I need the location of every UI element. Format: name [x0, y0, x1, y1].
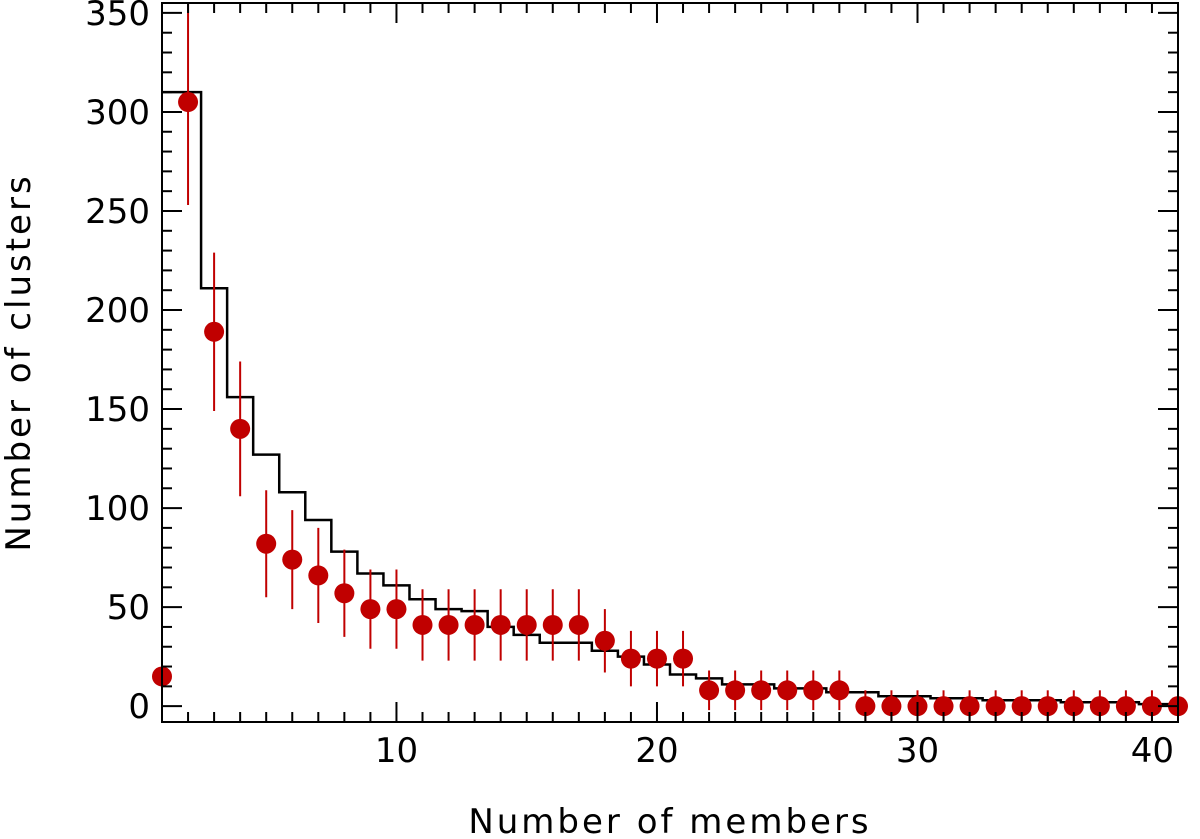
data-point	[360, 599, 381, 620]
histogram-layer	[162, 90, 1178, 706]
data-point	[568, 614, 589, 635]
data-point	[412, 614, 433, 635]
data-point	[959, 696, 980, 717]
tick-layer	[161, 3, 1179, 722]
data-point	[334, 583, 355, 604]
data-point	[933, 696, 954, 717]
data-point	[1063, 696, 1084, 717]
data-point	[1011, 696, 1032, 717]
data-point	[699, 680, 720, 701]
data-point	[386, 599, 407, 620]
data-point	[1115, 696, 1136, 717]
data-point	[1089, 696, 1110, 717]
data-point	[803, 680, 824, 701]
data-point	[594, 630, 615, 651]
data-point	[230, 418, 251, 439]
plot-frame	[161, 2, 1179, 723]
x-tick-label: 20	[635, 731, 678, 771]
y-tick-label: 50	[107, 588, 150, 628]
data-point	[881, 696, 902, 717]
y-tick-label: 0	[128, 687, 150, 727]
y-tick-label: 250	[85, 192, 150, 232]
data-point	[438, 614, 459, 635]
data-point	[542, 614, 563, 635]
data-point	[725, 680, 746, 701]
y-axis-title: Number of clusters	[0, 173, 39, 551]
data-point	[256, 533, 277, 554]
x-tick-label: 40	[1131, 731, 1174, 771]
data-point	[829, 680, 850, 701]
data-point	[1037, 696, 1058, 717]
y-tick-labels: 0 50 100 150 200 250 300 350	[85, 0, 150, 727]
error-bar-layer	[161, 3, 1179, 722]
y-tick-label: 100	[85, 489, 150, 529]
data-point	[308, 565, 329, 586]
data-point	[516, 614, 537, 635]
y-tick-label: 300	[85, 93, 150, 133]
histogram-step-line	[162, 90, 1178, 706]
y-tick-label: 350	[85, 0, 150, 34]
data-point	[646, 648, 667, 669]
data-point	[777, 680, 798, 701]
data-point	[178, 92, 199, 113]
data-point-layer	[152, 92, 1188, 717]
y-tick-label: 150	[85, 390, 150, 430]
data-point	[1141, 696, 1162, 717]
data-point	[464, 614, 485, 635]
x-tick-label: 30	[896, 731, 939, 771]
data-point	[751, 680, 772, 701]
data-point	[855, 696, 876, 717]
x-tick-labels: 10 20 30 40	[375, 731, 1174, 771]
x-tick-label: 10	[375, 731, 418, 771]
data-point	[985, 696, 1006, 717]
data-point	[620, 648, 641, 669]
data-point	[490, 614, 511, 635]
data-point	[282, 549, 303, 570]
data-point	[673, 648, 694, 669]
x-axis-title: Number of members	[468, 802, 871, 839]
y-tick-label: 200	[85, 291, 150, 331]
data-point	[204, 321, 225, 342]
